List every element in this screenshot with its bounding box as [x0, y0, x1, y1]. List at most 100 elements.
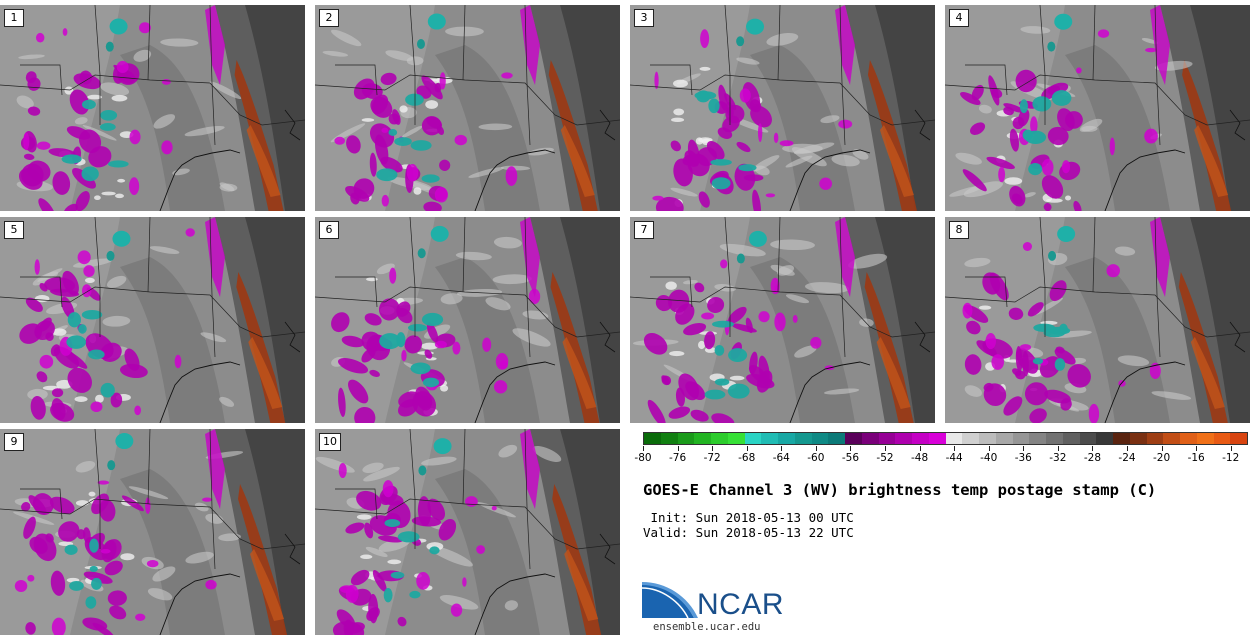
wv-map-image: [315, 217, 620, 423]
colorbar-swatch: [962, 433, 979, 444]
member-number-label: 2: [319, 9, 339, 27]
colorbar-tick-label: -36: [1014, 452, 1032, 464]
colorbar-tick-mark: [1057, 446, 1059, 451]
member-number-label: 4: [949, 9, 969, 27]
member-number-label: 5: [4, 221, 24, 239]
colorbar-tick-mark: [885, 446, 886, 451]
colorbar-tick-label: -48: [910, 452, 929, 464]
colorbar-tick-mark: [815, 446, 817, 451]
colorbar-tick-label: -32: [1049, 452, 1067, 464]
wv-map-image: [0, 217, 305, 423]
ensemble-member-panel: 5: [0, 217, 305, 423]
colorbar-swatch: [811, 433, 829, 444]
colorbar-tick-mark: [1023, 446, 1025, 451]
colorbar-tick-label: -20: [1152, 452, 1171, 464]
member-number-label: 9: [4, 433, 24, 451]
colorbar-tick-mark: [850, 446, 852, 451]
valid-time: Valid: Sun 2018-05-13 22 UTC: [643, 525, 854, 540]
member-number-label: 6: [319, 221, 339, 239]
colorbar-swatch: [1062, 433, 1080, 444]
colorbar-swatch: [1113, 433, 1130, 444]
ensemble-member-panel: 3: [630, 5, 935, 211]
colorbar-tick-mark: [746, 446, 748, 451]
colorbar-swatch: [895, 433, 912, 444]
colorbar-swatch: [1129, 433, 1147, 444]
colorbar-swatch: [1230, 433, 1247, 444]
colorbar-tick-label: -44: [945, 452, 963, 464]
colorbar-swatch: [912, 433, 929, 444]
colorbar-tick-mark: [1127, 446, 1128, 451]
colorbar-ticks: -80 -76 -72 -68 -64 -60 -56 -52 -48 -44 -40 -36 -32 -…: [634, 446, 1248, 468]
colorbar-swatch: [845, 433, 862, 444]
colorbar-swatch: [979, 433, 996, 444]
colorbar-tick-label: -64: [772, 452, 790, 464]
init-time: Init: Sun 2018-05-13 00 UTC: [643, 510, 854, 525]
wv-map-image: [0, 5, 305, 211]
ensemble-member-panel: 7: [630, 217, 935, 423]
member-number-label: 3: [634, 9, 654, 27]
ncar-logo-icon: [642, 582, 698, 619]
colorbar-swatch: [677, 433, 695, 444]
wv-map-image: [630, 217, 935, 423]
colorbar-swatch: [1163, 433, 1180, 444]
colorbar-swatch: [1012, 433, 1030, 444]
member-number-label: 1: [4, 9, 24, 27]
colorbar-tick-label: -56: [841, 452, 859, 464]
colorbar-tick-label: -16: [1187, 452, 1205, 464]
wv-map-image: [945, 217, 1250, 423]
colorbar-tick-mark: [643, 446, 644, 451]
colorbar-tick-label: -40: [980, 452, 998, 464]
ensemble-member-panel: 2: [315, 5, 620, 211]
wv-map-image: [315, 5, 620, 211]
colorbar-tick-mark: [1230, 446, 1232, 451]
colorbar-tick-mark: [954, 446, 956, 451]
colorbar-swatch: [794, 433, 812, 444]
colorbar-tick-label: -68: [738, 452, 756, 464]
colorbar-tick-mark: [988, 446, 990, 451]
colorbar-swatch: [761, 433, 778, 444]
colorbar-tick-mark: [1092, 446, 1094, 451]
member-number-label: 8: [949, 221, 969, 239]
ensemble-member-panel: 1: [0, 5, 305, 211]
ensemble-member-panel: 4: [945, 5, 1250, 211]
plot-title: GOES-E Channel 3 (WV) brightness temp po…: [643, 481, 1157, 499]
wv-map-image: [630, 5, 935, 211]
colorbar-swatch: [778, 433, 795, 444]
colorbar-tick-mark: [781, 446, 783, 451]
wv-map-image: [315, 429, 620, 635]
colorbar-swatch: [1196, 433, 1214, 444]
colorbar: [643, 432, 1248, 445]
colorbar-swatch: [727, 433, 745, 444]
colorbar-swatch: [644, 433, 661, 444]
colorbar-tick-label: -72: [703, 452, 721, 464]
colorbar-tick-mark: [1196, 446, 1198, 451]
colorbar-tick-label: -24: [1118, 452, 1136, 464]
colorbar-tick-label: -76: [668, 452, 687, 464]
colorbar-tick-mark: [677, 446, 679, 451]
colorbar-swatch: [711, 433, 728, 444]
logo-url: ensemble.ucar.edu: [653, 621, 761, 633]
colorbar-swatch: [1146, 433, 1164, 444]
colorbar-tick-mark: [1161, 446, 1163, 451]
colorbar-swatch: [878, 433, 896, 444]
colorbar-swatch: [828, 433, 845, 444]
colorbar-tick-mark: [712, 446, 714, 451]
colorbar-swatch: [861, 433, 879, 444]
member-number-label: 10: [319, 433, 341, 451]
colorbar-tick-label: -28: [1083, 452, 1101, 464]
colorbar-swatch: [744, 433, 762, 444]
colorbar-tick-label: -52: [876, 452, 894, 464]
colorbar-tick-label: -80: [634, 452, 652, 464]
colorbar-swatch: [1079, 433, 1097, 444]
logo-text: NCAR: [697, 588, 785, 621]
colorbar-swatch: [945, 433, 963, 444]
colorbar-swatch: [1096, 433, 1113, 444]
colorbar-swatch: [1046, 433, 1063, 444]
colorbar-tick-label: -12: [1222, 452, 1240, 464]
colorbar-swatch: [660, 433, 678, 444]
colorbar-swatch: [928, 433, 946, 444]
ensemble-member-panel: 9: [0, 429, 305, 635]
ensemble-member-panel: 6: [315, 217, 620, 423]
member-number-label: 7: [634, 221, 654, 239]
wv-map-image: [945, 5, 1250, 211]
